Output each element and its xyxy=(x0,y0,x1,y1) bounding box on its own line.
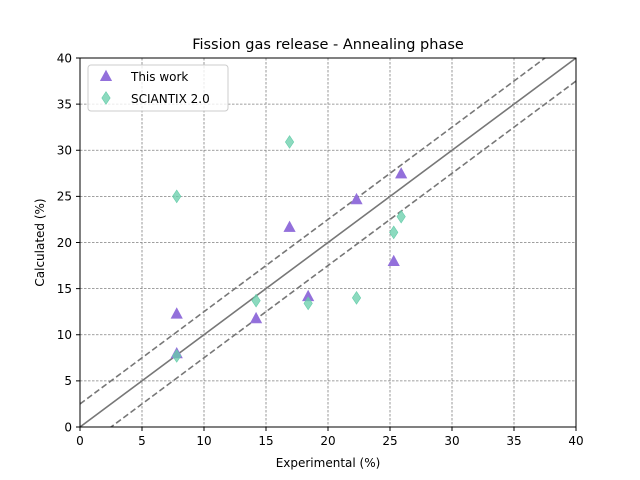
data-point-s0-0 xyxy=(170,307,183,319)
x-tick-label-0: 0 xyxy=(76,434,84,448)
data-point-s1-5 xyxy=(351,291,362,305)
legend-label-sciantix: SCIANTIX 2.0 xyxy=(131,92,210,106)
y-tick-label-6: 30 xyxy=(57,144,72,158)
x-tick-label-5: 25 xyxy=(382,434,397,448)
data-point-s0-7 xyxy=(395,167,408,179)
reference-line-identity xyxy=(80,58,576,427)
x-tick-label-8: 40 xyxy=(568,434,583,448)
legend-triangle xyxy=(99,69,113,82)
legend-marker-sciantix xyxy=(101,91,111,105)
legend-label-this-work: This work xyxy=(130,70,188,84)
data-point-s0-3 xyxy=(283,220,296,232)
y-tick-label-3: 15 xyxy=(57,282,72,296)
legend-box xyxy=(87,64,229,112)
y-tick-label-1: 5 xyxy=(64,374,72,388)
data-point-s1-6 xyxy=(389,225,399,240)
x-tick-label-4: 20 xyxy=(320,434,335,448)
data-point-s1-1 xyxy=(172,349,182,363)
reference-lines xyxy=(80,58,576,427)
axis-ticks: 0 5 10 15 20 25 30 35 40 0 5 10 15 20 25 30 35 40 xyxy=(57,51,584,448)
legend-diamond xyxy=(101,91,111,105)
data-point-s1-4 xyxy=(303,296,313,311)
y-axis-label: Calculated (%) xyxy=(33,198,47,286)
chart-title: Fission gas release - Annealing phase xyxy=(192,37,464,53)
y-tick-label-0: 0 xyxy=(64,420,72,434)
y-tick-label-7: 35 xyxy=(57,97,72,111)
x-tick-label-7: 35 xyxy=(506,434,521,448)
x-tick-label-3: 15 xyxy=(258,434,273,448)
series-1 xyxy=(172,135,406,363)
y-tick-label-8: 40 xyxy=(57,51,72,65)
data-point-s1-7 xyxy=(396,209,406,224)
y-tick-label-4: 20 xyxy=(57,236,72,250)
reference-line-lower-band xyxy=(109,80,576,427)
reference-line-upper-band xyxy=(80,58,547,405)
legend: This work SCIANTIX 2.0 xyxy=(87,64,229,112)
x-tick-label-6: 30 xyxy=(444,434,459,448)
data-point-s1-2 xyxy=(251,293,261,308)
data-point-s0-5 xyxy=(350,192,363,205)
data-point-s1-3 xyxy=(284,135,295,149)
data-point-s0-2 xyxy=(249,311,263,324)
y-tick-label-2: 10 xyxy=(57,328,72,342)
x-tick-label-1: 5 xyxy=(138,434,146,448)
data-point-s0-6 xyxy=(387,254,400,267)
x-axis-label: Experimental (%) xyxy=(276,456,381,470)
x-tick-label-2: 10 xyxy=(196,434,211,448)
data-points xyxy=(170,135,408,363)
data-point-s1-0 xyxy=(172,189,182,204)
y-tick-label-5: 25 xyxy=(57,190,72,204)
legend-marker-this-work xyxy=(99,69,113,82)
